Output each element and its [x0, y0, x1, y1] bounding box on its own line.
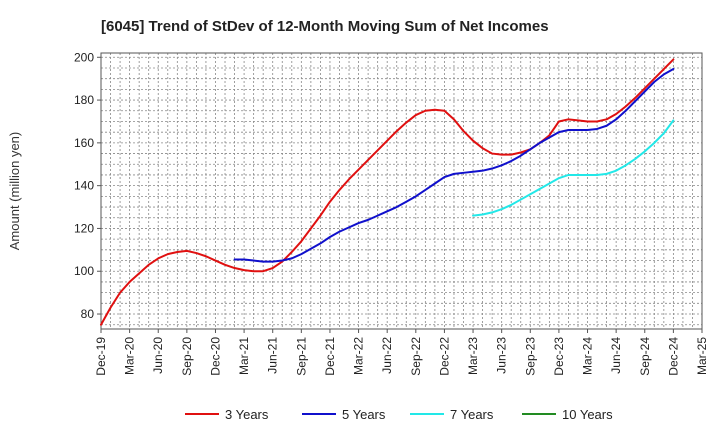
x-tick-label: Jun-21 [266, 337, 280, 374]
chart-title: [6045] Trend of StDev of 12-Month Moving… [101, 18, 549, 35]
legend-label-3-years: 3 Years [225, 407, 269, 422]
gridlines [101, 53, 702, 329]
y-tick-label: 120 [74, 221, 94, 235]
x-tick-label: Jun-22 [380, 337, 394, 374]
series-line-7-years [472, 119, 675, 217]
x-tick-label: Sep-22 [409, 337, 423, 376]
x-tick-label: Dec-24 [666, 337, 680, 376]
y-axis-label: Amount (million yen) [7, 132, 22, 251]
x-tick-label: Mar-22 [352, 337, 366, 375]
y-tick-label: 160 [74, 136, 94, 150]
x-tick-labels: Dec-19 Mar-20 Jun-20 Sep-20 Dec-20 Mar-21 Jun-… [94, 329, 709, 376]
series-line-3-years [100, 58, 675, 326]
x-tick-label: Dec-19 [94, 337, 108, 376]
x-tick-label: Sep-23 [523, 337, 537, 376]
legend-label-5-years: 5 Years [342, 407, 386, 422]
legend-label-7-years: 7 Years [450, 407, 494, 422]
x-tick-label: Mar-24 [581, 337, 595, 375]
x-tick-label: Jun-24 [609, 337, 623, 374]
legend: 3 Years 5 Years 7 Years 10 Years [185, 407, 613, 422]
y-tick-label: 200 [74, 50, 94, 64]
x-tick-label: Mar-23 [466, 337, 480, 375]
y-tick-labels: 80 100 120 140 160 180 200 [74, 50, 101, 321]
x-tick-label: Dec-21 [323, 337, 337, 376]
series-line-5-years [233, 68, 675, 263]
x-tick-label: Sep-24 [638, 337, 652, 376]
x-tick-label: Jun-23 [495, 337, 509, 374]
x-tick-label: Dec-23 [552, 337, 566, 376]
x-tick-label: Mar-20 [123, 337, 137, 375]
plot-area [100, 52, 703, 330]
y-tick-label: 180 [74, 93, 94, 107]
x-tick-label: Dec-20 [208, 337, 222, 376]
x-tick-label: Sep-20 [180, 337, 194, 376]
x-tick-label: Mar-25 [695, 337, 709, 375]
x-tick-label: Jun-20 [151, 337, 165, 374]
legend-label-10-years: 10 Years [562, 407, 613, 422]
x-tick-label: Sep-21 [294, 337, 308, 376]
x-tick-label: Mar-21 [237, 337, 251, 375]
y-tick-label: 80 [81, 307, 95, 321]
series-lines [100, 58, 675, 326]
y-tick-label: 140 [74, 179, 94, 193]
y-tick-label: 100 [74, 264, 94, 278]
x-tick-label: Dec-22 [437, 337, 451, 376]
